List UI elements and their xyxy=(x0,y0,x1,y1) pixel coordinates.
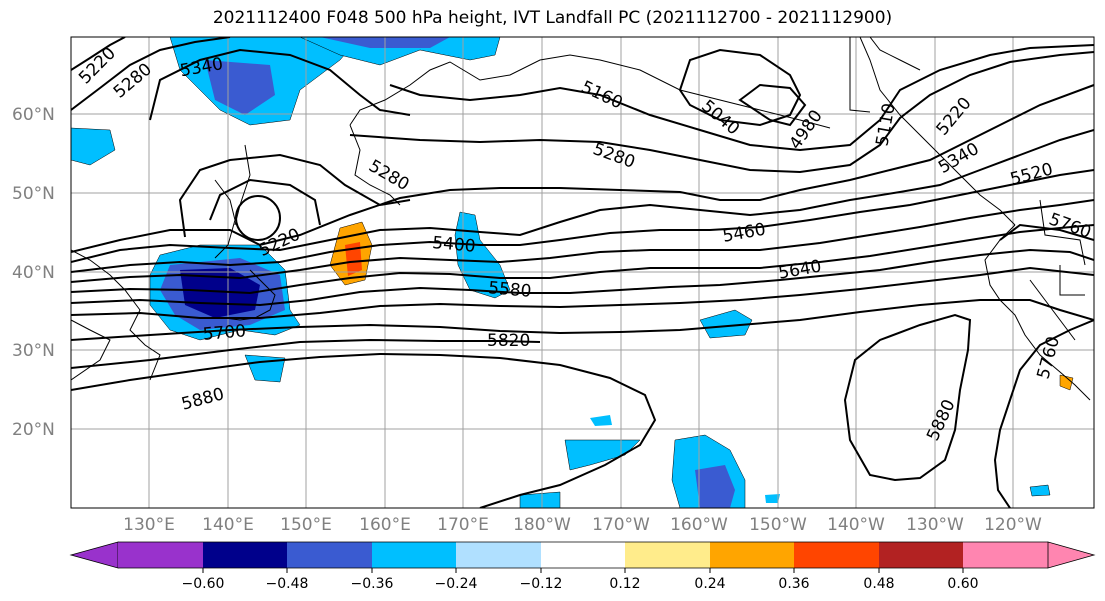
colorbar-segment xyxy=(456,542,541,568)
height-contours xyxy=(71,37,1094,508)
colorbar-extend-low xyxy=(69,541,119,569)
colorbar-segment xyxy=(710,542,794,568)
map-title: 2021112400 F048 500 hPa height, IVT Land… xyxy=(212,8,893,28)
colorbar-segment xyxy=(879,542,963,568)
colorbar-segment xyxy=(203,542,287,568)
longitude-labels: 130°E 140°E 150°E 160°E 170°E 180°W 170°… xyxy=(123,515,1042,535)
colorbar-segment xyxy=(963,542,1048,568)
contour-label: 5700 xyxy=(202,321,247,345)
lon-label: 130°W xyxy=(906,515,964,535)
contour-label: 5400 xyxy=(431,233,476,257)
colorbar-segment xyxy=(372,542,456,568)
colorbar-segment xyxy=(118,542,203,568)
contour-label: 5820 xyxy=(487,331,530,351)
latitude-labels: 60°N 50°N 40°N 30°N 20°N xyxy=(12,105,55,440)
lon-label: 180°W xyxy=(513,515,571,535)
lat-label: 20°N xyxy=(12,420,55,440)
colorbar-tick-label: −0.36 xyxy=(351,576,394,592)
colorbar-tick-label: −0.12 xyxy=(520,576,563,592)
map-border xyxy=(70,36,1095,509)
graticule xyxy=(71,37,1094,508)
lon-label: 120°W xyxy=(984,515,1042,535)
colorbar-segment xyxy=(541,542,625,568)
lon-label: 130°E xyxy=(123,515,175,535)
lon-label: 170°W xyxy=(592,515,650,535)
colorbar-tick-label: 0.24 xyxy=(694,576,725,592)
lon-label: 160°E xyxy=(359,515,411,535)
lat-label: 30°N xyxy=(12,341,55,361)
colorbar-extend-high xyxy=(1047,541,1096,569)
colorbar-segment xyxy=(794,542,879,568)
colorbar-tick-label: 0.36 xyxy=(778,576,809,592)
colorbar-tick-label: −0.48 xyxy=(266,576,309,592)
lat-label: 50°N xyxy=(12,184,55,204)
colorbar: −0.60 −0.48 −0.36 −0.24 −0.12 0.12 0.24 … xyxy=(69,541,1096,592)
lon-label: 150°W xyxy=(749,515,807,535)
colorbar-ticks xyxy=(202,568,964,573)
colorbar-tick-label: 0.48 xyxy=(863,576,894,592)
colorbar-segment xyxy=(287,542,372,568)
lon-label: 150°E xyxy=(280,515,332,535)
colorbar-tick-label: −0.24 xyxy=(435,576,478,592)
colorbar-tick-label: −0.60 xyxy=(182,576,225,592)
colorbar-segment xyxy=(625,542,710,568)
lon-label: 140°W xyxy=(827,515,885,535)
lon-label: 160°W xyxy=(670,515,728,535)
contour-label: 5580 xyxy=(487,278,532,302)
lon-label: 140°E xyxy=(202,515,254,535)
colorbar-tick-label: 0.12 xyxy=(609,576,640,592)
colorbar-tick-label: 0.60 xyxy=(947,576,978,592)
lat-label: 40°N xyxy=(12,263,55,283)
lat-label: 60°N xyxy=(12,105,55,125)
lon-label: 170°E xyxy=(437,515,489,535)
